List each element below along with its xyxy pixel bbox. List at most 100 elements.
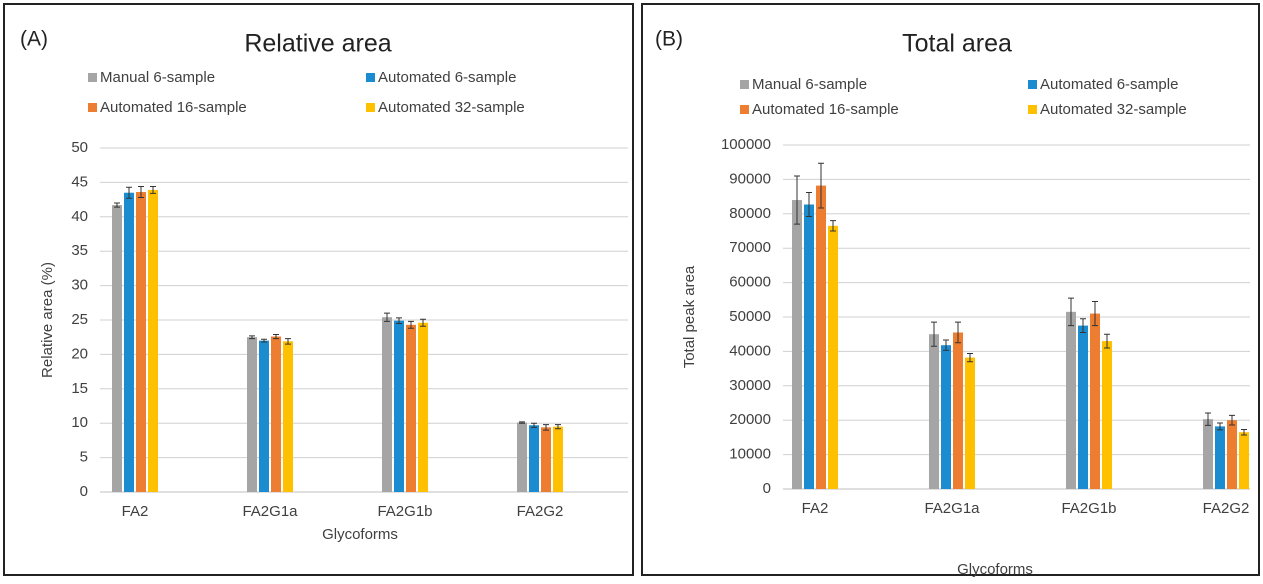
bar [148, 189, 158, 492]
error-bar [249, 335, 255, 340]
error-bar [114, 202, 120, 208]
bar [112, 205, 122, 492]
error-bar [806, 191, 812, 218]
y-tick-label: 30 [71, 277, 88, 294]
y-tick-label: 10000 [729, 446, 771, 463]
x-tick-label: FA2G2 [517, 503, 564, 520]
bar [1066, 311, 1076, 489]
bar [1102, 341, 1112, 489]
bar [965, 357, 975, 489]
bar [929, 334, 939, 489]
bar [418, 322, 428, 492]
legend-swatch [88, 103, 97, 112]
panel-label: (A) [20, 28, 48, 51]
error-bar [1229, 414, 1235, 426]
y-tick-label: 20 [71, 345, 88, 362]
x-axis-title: Glycoforms [957, 561, 1033, 578]
error-bar [955, 321, 961, 344]
y-tick-label: 0 [80, 483, 88, 500]
y-tick-label: 50 [71, 139, 88, 156]
error-bar [1092, 301, 1098, 327]
bar [941, 345, 951, 489]
error-bar [543, 424, 549, 431]
legend-swatch [366, 73, 375, 82]
error-bar [396, 317, 402, 324]
bar [124, 192, 134, 492]
legend-swatch [1028, 105, 1037, 114]
legend-label: Manual 6-sample [752, 76, 867, 93]
error-bar [1104, 333, 1110, 349]
bar [1203, 419, 1213, 489]
y-tick-label: 25 [71, 311, 88, 328]
bar [553, 426, 563, 492]
y-tick-label: 45 [71, 173, 88, 190]
legend-swatch [740, 80, 749, 89]
error-bar [1068, 297, 1074, 327]
error-bar [1217, 422, 1223, 431]
bar [247, 337, 257, 492]
panel-label: (B) [655, 28, 683, 51]
y-tick-label: 80000 [729, 205, 771, 222]
error-bar [126, 186, 132, 199]
y-tick-label: 10 [71, 414, 88, 431]
legend-label: Automated 6-sample [1040, 76, 1178, 93]
legend-label: Automated 16-sample [100, 99, 247, 116]
error-bar [794, 175, 800, 225]
y-tick-label: 40 [71, 208, 88, 225]
bar [283, 341, 293, 492]
error-bar [519, 421, 525, 424]
x-tick-label: FA2G1b [1061, 500, 1116, 517]
y-tick-label: 0 [763, 480, 771, 497]
error-bar [1241, 428, 1247, 436]
x-tick-label: FA2G2 [1203, 500, 1250, 517]
bar [828, 225, 838, 489]
bar [1215, 426, 1225, 489]
error-bar [931, 321, 937, 347]
x-tick-label: FA2G1a [924, 500, 980, 517]
error-bar [408, 320, 414, 329]
legend-swatch [366, 103, 375, 112]
y-tick-label: 60000 [729, 274, 771, 291]
y-tick-label: 30000 [729, 377, 771, 394]
y-axis-title: Relative area (%) [39, 262, 56, 378]
error-bar [138, 186, 144, 199]
bar [804, 204, 814, 489]
error-bar [1080, 318, 1086, 333]
chart-title: Relative area [244, 30, 391, 58]
bar [136, 192, 146, 493]
error-bar [1205, 412, 1211, 426]
legend-swatch [88, 73, 97, 82]
x-axis-title: Glycoforms [322, 526, 398, 543]
panel-frame [641, 3, 1260, 576]
legend-label: Automated 32-sample [378, 99, 525, 116]
error-bar [818, 162, 824, 209]
bar [816, 185, 826, 490]
legend-label: Automated 16-sample [752, 101, 899, 118]
y-tick-label: 50000 [729, 308, 771, 325]
x-tick-label: FA2G1a [242, 503, 298, 520]
y-tick-label: 35 [71, 242, 88, 259]
bar [1090, 313, 1100, 489]
bar [271, 336, 281, 492]
bar [259, 340, 269, 492]
panel-frame [3, 3, 634, 576]
y-tick-label: 5 [80, 449, 88, 466]
y-tick-label: 100000 [721, 136, 771, 153]
error-bar [261, 338, 267, 343]
x-tick-label: FA2G1b [377, 503, 432, 520]
y-tick-label: 70000 [729, 239, 771, 256]
error-bar [285, 338, 291, 345]
bar [541, 427, 551, 492]
error-bar [967, 352, 973, 363]
bar [529, 425, 539, 492]
bar [1239, 432, 1249, 489]
error-bar [150, 186, 156, 194]
error-bar [420, 318, 426, 327]
legend-swatch [740, 105, 749, 114]
bar [394, 320, 404, 492]
y-tick-label: 40000 [729, 342, 771, 359]
y-tick-label: 15 [71, 380, 88, 397]
bar [406, 324, 416, 492]
x-tick-label: FA2 [802, 500, 829, 517]
error-bar [555, 424, 561, 430]
